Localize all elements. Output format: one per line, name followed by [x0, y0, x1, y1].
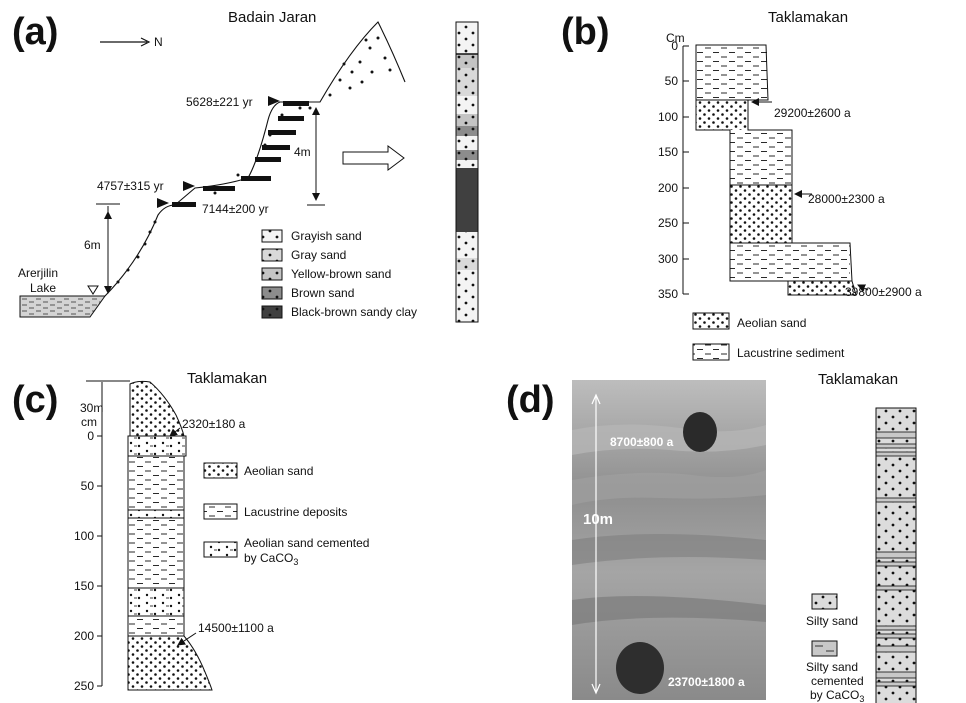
- height-label-4m: 4m: [294, 145, 311, 159]
- date-marker-icon: [157, 198, 169, 208]
- lake-label-1: Arerjilin: [18, 266, 58, 280]
- legend-lacustrine-sediment: Lacustrine sediment: [737, 346, 845, 360]
- date-label: 28000±2300 a: [808, 192, 885, 206]
- top-height-label: 30m: [80, 401, 103, 415]
- tick-label: 250: [74, 679, 94, 693]
- date-label: 5628±221 yr: [186, 95, 253, 109]
- north-arrowhead-icon: [140, 37, 151, 47]
- date-label: 7144±200 yr: [202, 202, 269, 216]
- clay-beds: [172, 101, 309, 207]
- north-label: N: [154, 35, 163, 49]
- date-label: 39800±2900 a: [845, 285, 922, 299]
- tick-label: 200: [74, 629, 94, 643]
- date-label: 29200±2600 a: [774, 106, 851, 120]
- panel-b-letter: (b): [561, 11, 610, 53]
- panel-a-title: Badain Jaran: [228, 9, 316, 26]
- legend-gray-sand: Gray sand: [291, 248, 346, 262]
- legend-swatch-aeolian: [203, 462, 238, 479]
- date-label: 14500±1100 a: [198, 621, 274, 635]
- panel-c-ticks: 0 50 100 150 200 250: [74, 429, 102, 693]
- panel-b: (b) Taklamakan Cm 0 50 100 150 200 250 3…: [561, 9, 922, 361]
- tick-label: 150: [658, 145, 678, 159]
- legend-aeolian-sand: Aeolian sand: [737, 316, 806, 330]
- tick-label: 250: [658, 216, 678, 230]
- date-marker-icon: [268, 96, 280, 106]
- panel-d: (d) Taklamakan 10m 8700±800 a 23700±1800…: [506, 371, 917, 703]
- lake-label-2: Lake: [30, 281, 56, 295]
- panel-c: (c) Taklamakan 30m cm 0 50 100 150 200 2…: [12, 370, 369, 693]
- dune-cap: [129, 380, 185, 437]
- panel-d-letter: (d): [506, 379, 555, 421]
- tick-label: 150: [74, 579, 94, 593]
- panel-c-column: [127, 435, 213, 691]
- legend-cemented-line3: by CaCO3: [810, 688, 864, 703]
- legend-cemented-line1: Aeolian sand cemented: [244, 536, 369, 550]
- tick-label: 200: [658, 181, 678, 195]
- legend-aeolian-sand: Aeolian sand: [244, 464, 313, 478]
- legend-black-brown-clay: Black-brown sandy clay: [291, 305, 417, 319]
- panel-a-column: [455, 21, 479, 323]
- panel-d-column: [875, 407, 917, 703]
- date-label: 2320±180 a: [182, 417, 246, 431]
- tick-label: 100: [74, 529, 94, 543]
- panel-b-ticks: 0 50 100 150 200 250 300 350: [658, 39, 689, 301]
- panel-b-column: [695, 44, 857, 296]
- date-pointer: [857, 284, 869, 292]
- panel-c-unit: cm: [81, 415, 97, 429]
- date-label: 23700±1800 a: [668, 675, 745, 689]
- panel-c-letter: (c): [12, 379, 58, 421]
- outcrop-photo: [572, 380, 766, 700]
- tick-label: 100: [658, 110, 678, 124]
- tick-label: 300: [658, 252, 678, 266]
- legend-swatch-cemented: [811, 640, 838, 657]
- legend-swatch-silty-sand-dots: [812, 594, 837, 609]
- date-pointer: [169, 427, 181, 437]
- hollow-arrow-icon: [342, 145, 405, 171]
- height-label-6m: 6m: [84, 238, 101, 252]
- panel-d-title: Taklamakan: [818, 371, 898, 388]
- legend-yellow-brown-sand: Yellow-brown sand: [291, 267, 391, 281]
- tick-label: 50: [81, 479, 95, 493]
- legend-swatch-lacustrine: [203, 503, 238, 520]
- panel-b-title: Taklamakan: [768, 9, 848, 26]
- tick-label: 0: [87, 429, 94, 443]
- date-label: 4757±315 yr: [97, 179, 164, 193]
- profile-sand-dots: [116, 36, 392, 284]
- date-marker-icon: [183, 181, 195, 191]
- panel-a-legend: Grayish sand Gray sand Yellow-brown sand…: [261, 229, 417, 319]
- date-label: 8700±800 a: [610, 435, 674, 449]
- legend-brown-sand: Brown sand: [291, 286, 354, 300]
- legend-grayish-sand: Grayish sand: [291, 229, 362, 243]
- tick-label: 50: [665, 74, 679, 88]
- legend-silty-sand: Silty sand: [806, 614, 858, 628]
- legend-swatch-cemented: [203, 541, 238, 558]
- date-pointer: [177, 632, 197, 646]
- tick-label: 350: [658, 287, 678, 301]
- water-level-icon: [87, 285, 99, 295]
- panel-a-letter: (a): [12, 11, 58, 53]
- panel-c-title: Taklamakan: [187, 370, 267, 387]
- legend-lacustrine-deposits: Lacustrine deposits: [244, 505, 347, 519]
- legend-swatch-aeolian: [692, 312, 730, 330]
- lake-shape: [19, 295, 106, 318]
- legend-cemented-line1: Silty sand: [806, 660, 858, 674]
- legend-swatch-lacustrine: [692, 343, 730, 361]
- photo-height-label: 10m: [583, 511, 613, 528]
- panel-a: (a) Badain Jaran N Arerjilin Lake: [12, 9, 479, 323]
- panel-b-unit: Cm: [666, 31, 685, 45]
- tick-label: 0: [671, 39, 678, 53]
- legend-cemented-line2: by CaCO3: [244, 551, 298, 567]
- terrain-profile: [104, 21, 406, 297]
- legend-cemented-line2: cemented: [811, 674, 864, 688]
